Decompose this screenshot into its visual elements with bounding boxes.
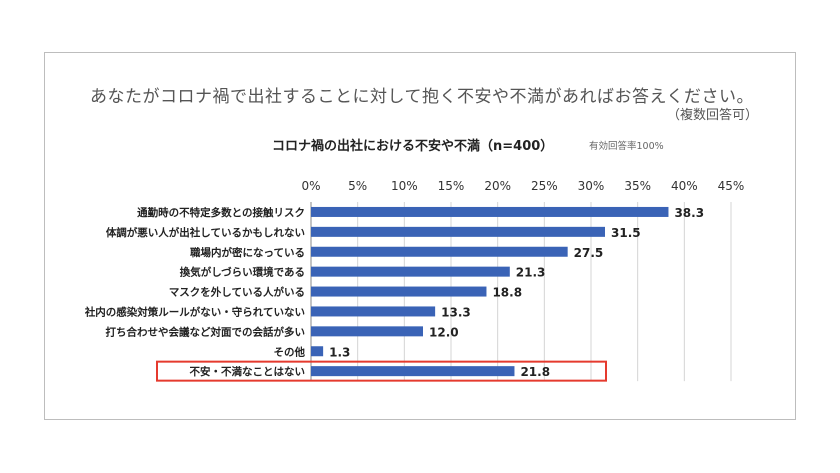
x-tick-label: 0% <box>301 179 320 193</box>
bar <box>311 286 487 297</box>
x-tick-label: 40% <box>671 179 698 193</box>
x-tick-label: 35% <box>624 179 651 193</box>
category-label: 打ち合わせや会議など対面での会話が多い <box>106 325 306 338</box>
category-label: 職場内が密になっている <box>190 246 305 259</box>
x-tick-label: 45% <box>718 179 745 193</box>
value-label: 1.3 <box>329 345 350 359</box>
bar <box>311 246 568 257</box>
value-label: 13.3 <box>441 305 471 319</box>
bar <box>311 366 515 377</box>
highlight-box <box>156 360 607 382</box>
category-label: 体調が悪い人が出社しているかもしれない <box>106 226 305 239</box>
category-label: 社内の感染対策ルールがない・守られていない <box>84 305 305 318</box>
value-label: 31.5 <box>611 226 641 240</box>
bar <box>311 346 324 357</box>
value-label: 18.8 <box>492 286 522 300</box>
value-label: 12.0 <box>429 325 459 339</box>
survey-question: あなたがコロナ禍で出社することに対して抱く不安や不満があればお答えください。 <box>90 87 754 107</box>
x-tick-label: 10% <box>391 179 418 193</box>
response-rate: 有効回答率100% <box>589 141 664 152</box>
category-label: 通勤時の不特定多数との接触リスク <box>137 206 305 219</box>
value-label: 27.5 <box>574 246 604 260</box>
category-label: 換気がしづらい環境である <box>180 266 305 279</box>
x-tick-label: 15% <box>438 179 465 193</box>
chart-title: コロナ禍の出社における不安や不満（n=400） <box>272 139 554 154</box>
bar <box>311 266 510 277</box>
bar <box>311 206 669 217</box>
category-label: その他 <box>274 345 306 358</box>
bar <box>311 326 423 337</box>
multiple-answer-note: （複数回答可） <box>666 108 758 123</box>
bar <box>311 306 436 317</box>
x-tick-label: 25% <box>531 179 558 193</box>
category-label: 不安・不満なことはない <box>190 365 306 378</box>
value-label: 38.3 <box>674 206 704 220</box>
x-tick-label: 30% <box>578 179 605 193</box>
bar <box>311 226 605 237</box>
x-tick-label: 5% <box>348 179 367 193</box>
value-label: 21.8 <box>520 365 550 379</box>
value-label: 21.3 <box>516 266 546 280</box>
x-tick-label: 20% <box>484 179 511 193</box>
category-label: マスクを外している人がいる <box>169 286 305 299</box>
